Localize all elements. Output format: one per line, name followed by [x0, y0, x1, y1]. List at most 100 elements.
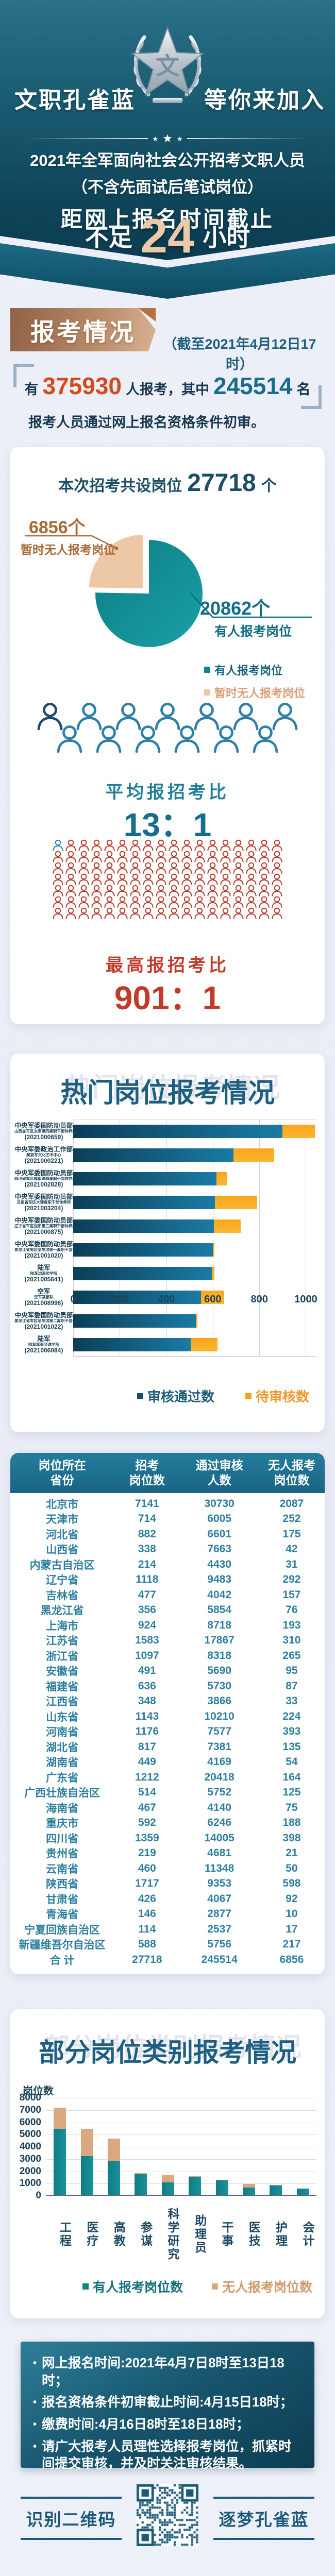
table-cell: 87: [286, 1680, 298, 1692]
filled-segment: [54, 2128, 66, 2195]
passed-segment: [73, 1125, 283, 1138]
table-cell: 164: [282, 1771, 301, 1783]
table-cell: 4067: [207, 1892, 231, 1905]
table-cell: 598: [282, 1877, 301, 1890]
table-row: 福建省 636 5730 87: [10, 1679, 325, 1694]
pie-title-suf: 个: [261, 478, 277, 495]
table-cell: 7577: [207, 1725, 231, 1738]
hot-bar-row: 中央军委国防动员部黑龙江省军区哈尔滨第一离职干部休养所(2021001020): [14, 1238, 321, 1262]
table-cell: 5854: [207, 1604, 231, 1616]
hot-positions-card: 热门岗位报考情况 热门岗位报考情况 中央军委国防动员部 山西省军区太原第四离职干部…: [10, 1054, 325, 1432]
table-cell: 4140: [207, 1801, 231, 1814]
pending-segment: [215, 1196, 257, 1209]
legend-label: 有人报考岗位数: [92, 2280, 183, 2295]
hot-bar-row: 中央军委政治工作部 解放军文化艺术中心 (2021000221): [14, 1143, 321, 1167]
table-cell: 1212: [135, 1771, 159, 1783]
y-tick: 5000: [19, 2129, 41, 2140]
table-cell: 6246: [207, 1817, 231, 1829]
countdown-suffix: 小时: [203, 224, 250, 251]
table-cell: 4430: [207, 1558, 231, 1570]
table-row: 甘肃省 426 4067 92: [10, 1891, 325, 1907]
y-tick: 8000: [19, 2092, 41, 2103]
max-ratio-crowd-icons: [10, 839, 325, 920]
table-row: 重庆市 592 6246 188: [10, 1816, 325, 1831]
table-row: 新疆维吾尔自治区 588 5756 217: [10, 1937, 325, 1953]
person-icon: [271, 907, 283, 920]
org-name: 中央军委国防动员部: [14, 1169, 73, 1177]
category-label: 参谋: [139, 2221, 153, 2248]
table-cell: 514: [138, 1786, 156, 1799]
corner-bracket-top-left: [13, 364, 34, 387]
empty-segment: [161, 2175, 174, 2183]
table-cell: 592: [138, 1817, 156, 1829]
pla-civilian-star-emblem-icon: 文: [131, 26, 204, 103]
x-tick: 600: [204, 1294, 222, 1305]
unit-name: 云南省军区大理离职干部休养所: [16, 1200, 71, 1205]
y-tick: 3000: [19, 2153, 41, 2164]
table-cell: 817: [138, 1740, 156, 1753]
org-name: 空军: [37, 1287, 51, 1295]
hot-bar-row: 空军 空军某部队 (2021008996): [14, 1285, 321, 1309]
table-cell: 1583: [135, 1634, 159, 1647]
table-cell: 188: [282, 1817, 301, 1829]
pending-segment: [201, 1291, 225, 1304]
table-cell: 27718: [132, 1953, 162, 1965]
table-cell: 湖北省: [46, 1741, 79, 1754]
table-cell: 467: [138, 1801, 156, 1814]
table-cell: 5690: [207, 1665, 231, 1677]
passed-segment: [73, 1314, 196, 1328]
unit-name: 陆军军事交通学院: [28, 1342, 59, 1347]
unit-name: 辽宁省军区沈阳第三离职干部休养所: [14, 1224, 73, 1228]
legend-label: 审核通过数: [147, 1389, 214, 1404]
table-cell: 217: [282, 1938, 301, 1951]
table-cell: 7141: [135, 1497, 159, 1510]
legend-swatch-navy: [137, 1393, 143, 1399]
table-cell: 内蒙古自治区: [29, 1559, 95, 1571]
legend-label: 暂时无人报考岗位: [214, 687, 305, 700]
note-text: 请广大报考人员理性选择报考岗位，抓紧时间提交审核，并及时关注审核结果。: [42, 2439, 292, 2471]
table-cell: 新疆维吾尔自治区: [19, 1939, 106, 1952]
table-cell: 20418: [204, 1771, 234, 1783]
table-cell: 426: [138, 1892, 156, 1905]
table-cell: 10210: [204, 1710, 234, 1722]
position-code: (2021001020): [24, 1251, 63, 1259]
unit-name: 四川省军区成都第四离职干部休养所: [14, 1176, 73, 1181]
pending-segment: [211, 1267, 214, 1280]
table-cell: 吉林省: [46, 1589, 79, 1602]
hot-bar-track: [73, 1120, 321, 1143]
hot-bar-row: 中央军委国防动员部 辽宁省军区沈阳第三离职干部休养所 (2021000875): [14, 1214, 321, 1238]
header-line2: （不含先面试后笔试岗位）: [72, 178, 263, 196]
hot-chart-legend: 审核通过数 待审核数: [10, 1386, 325, 1405]
empty-positions-label: 暂时无人报考岗位: [21, 543, 115, 556]
table-cell: 7381: [207, 1740, 231, 1753]
table-cell: 460: [138, 1862, 156, 1874]
table-cell: 393: [282, 1725, 301, 1738]
chart-gridlines: [73, 1120, 317, 1357]
note-text: 缴费时间:4月16日8时至18日18时；: [42, 2417, 249, 2432]
filled-segment: [270, 2185, 282, 2195]
title-text: 部分岗位类别报考情况: [39, 2038, 296, 2067]
section-badge: 报考情况: [10, 308, 156, 351]
gridline: [46, 2110, 316, 2111]
y-tick: 4000: [19, 2141, 41, 2152]
gridline: [73, 1120, 74, 1356]
hot-bar-label: 中央军委国防动员部 四川省军区成都第四离职干部休养所 (2021002828): [14, 1170, 73, 1189]
table-cell: 292: [282, 1573, 301, 1586]
table-row: 河北省 882 6601 175: [10, 1527, 325, 1542]
table-cell: 5730: [207, 1680, 231, 1692]
table-row: 山西省 338 7663 42: [10, 1542, 325, 1557]
table-cell: 30730: [204, 1497, 234, 1510]
category-bar-slot: [236, 2098, 262, 2195]
divider-line-right: [187, 138, 310, 139]
x-tick: 400: [157, 1294, 175, 1305]
category-label: 助理员: [193, 2214, 207, 2255]
table-row: 山东省 1143 10210 224: [10, 1709, 325, 1724]
person-icon: [193, 907, 206, 920]
table-cell: 1118: [136, 1573, 159, 1586]
legend-swatch-teal: [82, 2283, 89, 2290]
pie-legend: 有人报考岗位 暂时无人报考岗位: [204, 662, 305, 701]
table-row: 江西省 348 3866 33: [10, 1694, 325, 1709]
category-bar-slot: [208, 2098, 235, 2195]
table-row: 安徽省 491 5690 95: [10, 1664, 325, 1679]
table-cell: 6005: [207, 1513, 231, 1525]
